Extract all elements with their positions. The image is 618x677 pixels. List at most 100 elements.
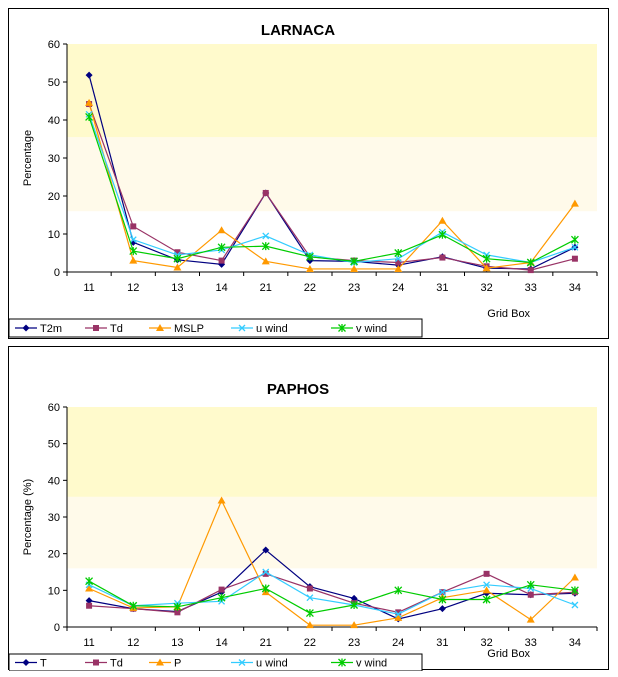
data-point: [217, 243, 226, 252]
background-band: [67, 137, 597, 212]
legend-marker: [93, 325, 99, 331]
legend-label: MSLP: [174, 323, 204, 335]
data-point: [85, 584, 94, 592]
data-point: [482, 586, 491, 594]
x-tick-label: 32: [480, 282, 492, 294]
y-tick-label: 0: [54, 622, 60, 634]
legend-label: Td: [110, 658, 123, 670]
legend-marker: [22, 324, 30, 332]
chart-title: LARNACA: [261, 22, 335, 39]
series-line: [88, 549, 575, 620]
data-point: [438, 605, 446, 613]
x-tick-label: 13: [171, 282, 183, 294]
data-point: [85, 577, 94, 586]
legend-marker: [156, 658, 164, 666]
data-point: [526, 258, 535, 267]
data-point: [571, 255, 578, 262]
series-line: [89, 573, 575, 613]
x-tick-label: 34: [569, 637, 581, 649]
y-tick-label: 40: [48, 115, 60, 127]
data-point: [262, 232, 270, 240]
legend-box: [9, 653, 423, 671]
y-tick-label: 10: [48, 229, 60, 241]
x-tick-label: 24: [392, 637, 404, 649]
legend-item: P: [149, 658, 181, 670]
legend-label: T: [40, 658, 47, 670]
data-point: [570, 235, 579, 244]
series-5: [85, 112, 579, 267]
y-tick-label: 30: [48, 512, 60, 524]
legend-label: Td: [110, 323, 123, 335]
x-tick-label: 24: [392, 282, 404, 294]
data-point: [261, 242, 270, 251]
data-point: [394, 586, 403, 595]
x-tick-label: 21: [260, 282, 272, 294]
data-point: [261, 584, 270, 593]
data-point: [527, 591, 534, 598]
data-point: [262, 568, 270, 576]
y-tick-label: 50: [48, 77, 60, 89]
series-line: [88, 571, 576, 615]
data-point: [306, 585, 313, 592]
y-tick-label: 10: [48, 585, 60, 597]
series-line: [88, 580, 575, 614]
x-tick-label: 13: [171, 637, 183, 649]
y-tick-label: 60: [48, 39, 60, 51]
background-band: [67, 568, 597, 627]
legend-marker: [338, 324, 346, 332]
x-tick-label: 11: [83, 282, 94, 294]
y-tick-label: 60: [48, 402, 60, 414]
legend-item: Td: [85, 658, 123, 670]
data-point: [350, 621, 359, 629]
legend-marker: [238, 659, 246, 666]
legend-item: u wind: [231, 658, 288, 670]
data-point: [85, 597, 93, 605]
x-tick-label: 22: [304, 282, 316, 294]
data-point: [306, 594, 314, 602]
data-point: [85, 98, 94, 106]
legend-label: u wind: [256, 658, 288, 670]
data-point: [527, 267, 534, 274]
legend-item: v wind: [331, 658, 387, 670]
data-point: [394, 249, 403, 257]
x-axis-label: Grid Box: [487, 648, 530, 660]
legend-label: T2m: [40, 323, 62, 335]
data-point: [571, 601, 579, 609]
data-point: [129, 247, 138, 256]
data-point: [438, 595, 447, 604]
data-point: [439, 254, 446, 261]
data-point: [217, 496, 226, 504]
data-point: [482, 264, 491, 272]
legend-box: [9, 318, 423, 338]
legend-item: T: [15, 658, 47, 670]
data-point: [395, 259, 402, 266]
data-point: [526, 580, 535, 589]
data-point: [305, 264, 314, 272]
legend-label: P: [174, 658, 181, 670]
data-point: [571, 243, 579, 251]
x-tick-label: 31: [436, 637, 448, 649]
legend-label: v wind: [356, 658, 387, 670]
background-band: [67, 407, 597, 497]
data-point: [438, 216, 447, 224]
series-3: [85, 98, 579, 272]
x-tick-label: 23: [348, 637, 360, 649]
data-point: [85, 71, 93, 79]
x-tick-label: 21: [260, 637, 272, 649]
x-tick-label: 11: [83, 637, 94, 649]
chart-larnaca-svg: 0 10 20 30 40 50 60 11 12 13 14 21 22 23 24 31 32 33 34 LAR…: [9, 22, 598, 338]
series-5: [85, 577, 579, 618]
data-point: [305, 621, 314, 629]
x-tick-label: 34: [569, 282, 581, 294]
chart-paphos: 0 10 20 30 40 50 60 11 12 13 14 21 22 23 24 31 32 33 34 PAP…: [8, 346, 609, 671]
data-point: [305, 609, 314, 618]
data-point: [570, 573, 579, 581]
data-point: [438, 230, 447, 239]
x-tick-label: 32: [480, 637, 492, 649]
x-tick-label: 12: [127, 637, 139, 649]
y-tick-label: 20: [48, 191, 60, 203]
data-point: [130, 223, 137, 230]
data-point: [85, 112, 94, 121]
data-point: [438, 588, 446, 596]
